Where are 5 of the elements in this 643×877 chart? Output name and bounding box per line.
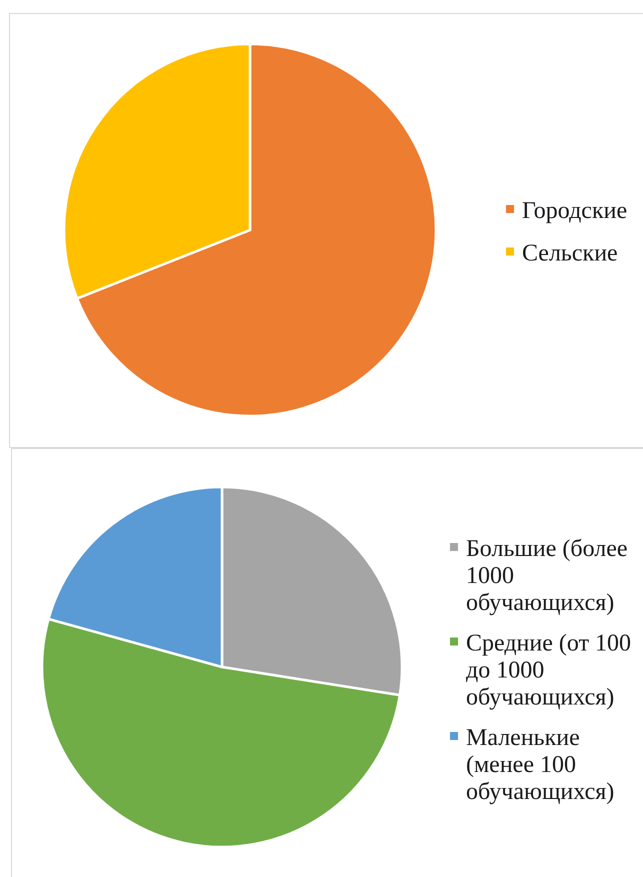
- legend-label: Средние (от 100 до 1000 обучающихся): [466, 630, 632, 710]
- legend-label: Городские: [522, 198, 628, 224]
- legend-label: Большие (более 1000 обучающихся): [466, 536, 628, 616]
- legend-label: Сельские: [522, 240, 618, 266]
- legend-label: Маленькие (менее 100 обучающихся): [466, 725, 614, 805]
